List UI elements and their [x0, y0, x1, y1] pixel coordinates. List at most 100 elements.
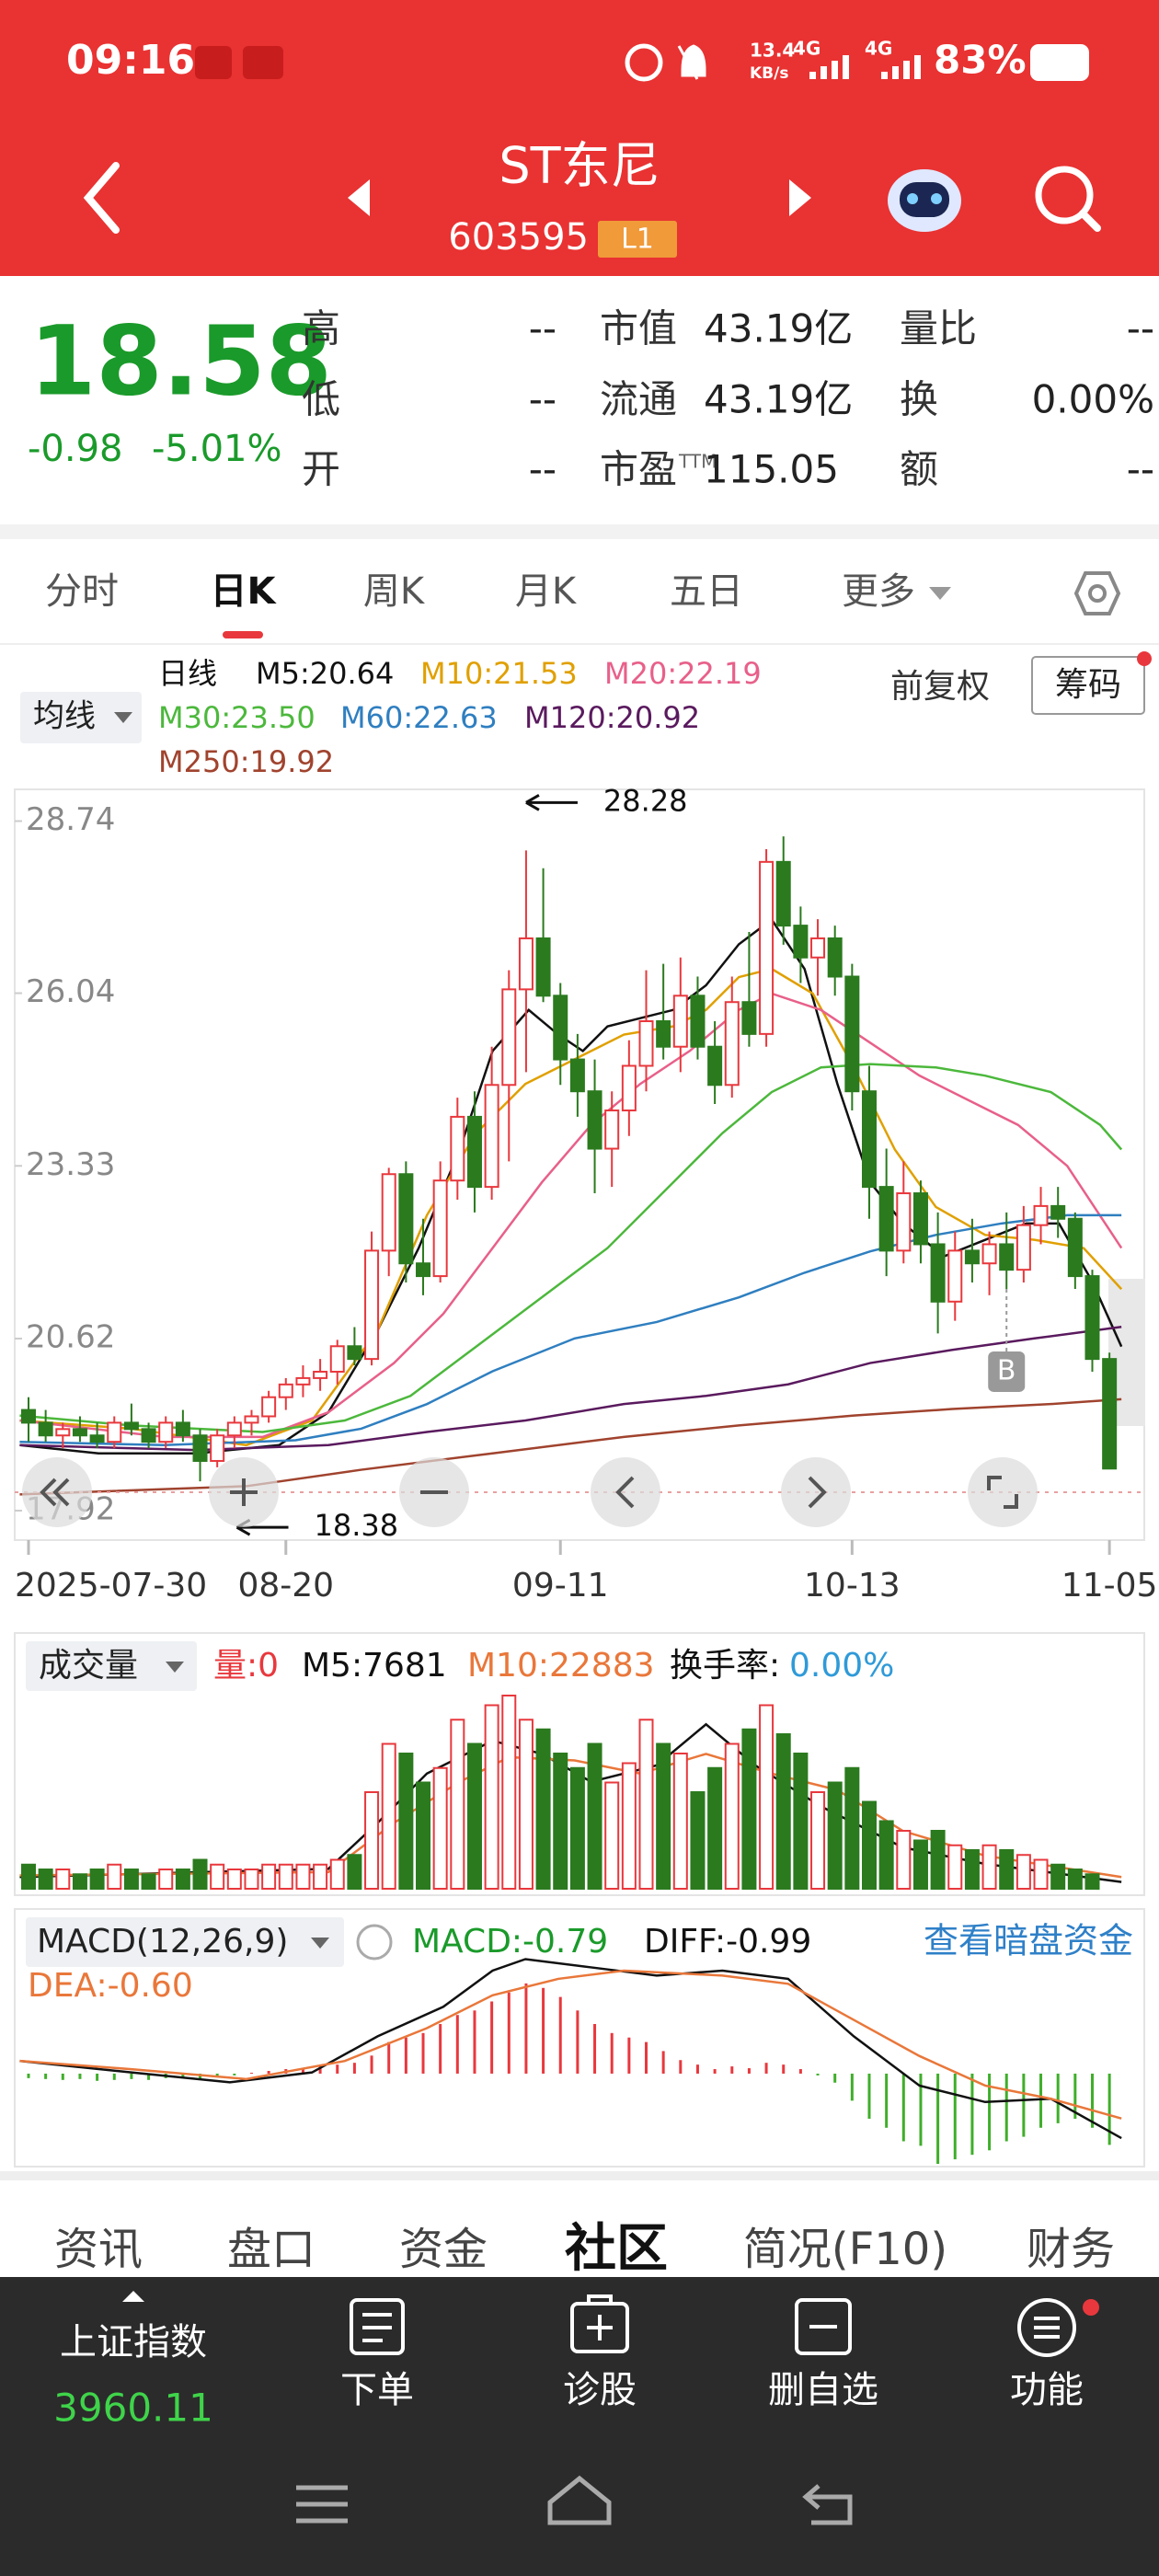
ma-mode-button[interactable] — [20, 692, 142, 743]
field-label: 市盈 — [600, 447, 677, 492]
field-label: 低 — [302, 377, 340, 422]
volume-bar — [89, 1869, 105, 1890]
candle-body — [878, 1186, 894, 1252]
info-tab[interactable]: 资讯 — [54, 2224, 143, 2275]
candle-body — [810, 937, 826, 959]
nav-button[interactable]: 功能 — [1010, 2369, 1084, 2411]
macd-bar — [524, 1983, 528, 2074]
ma-mode: 均线 — [33, 698, 96, 735]
volume-selector[interactable] — [26, 1641, 197, 1691]
candle-body — [72, 1428, 87, 1437]
help-icon[interactable] — [356, 1924, 393, 1961]
macd-bar — [1022, 2073, 1026, 2137]
volume-bar — [72, 1873, 87, 1890]
macd-bar — [816, 2073, 820, 2076]
candle-body — [38, 1421, 53, 1437]
prev-stock[interactable] — [348, 179, 370, 216]
battery — [1030, 44, 1089, 81]
volume-bar — [416, 1781, 431, 1890]
candle-body — [484, 1084, 499, 1189]
macd-bar — [96, 2073, 99, 2081]
macd-bar — [919, 2073, 923, 2146]
next-stock[interactable] — [789, 179, 811, 216]
adjust[interactable]: 前复权 — [890, 668, 990, 706]
pan-right[interactable] — [781, 1457, 851, 1527]
back-button[interactable] — [83, 162, 120, 234]
tab[interactable]: 日K — [211, 570, 278, 613]
macd-bar — [901, 2073, 905, 2142]
volume-bar — [141, 1873, 156, 1890]
candle-body — [398, 1173, 414, 1265]
macd-bar — [576, 2010, 580, 2074]
back-key[interactable] — [802, 2484, 853, 2525]
settings-icon[interactable] — [1073, 571, 1121, 615]
x-tick-label: 08-20 — [237, 1567, 334, 1604]
net-speed: 13.4 — [750, 40, 795, 62]
volume-label: M5:7681 — [302, 1647, 447, 1685]
macd-bar — [181, 2073, 185, 2077]
candle-body — [175, 1421, 190, 1437]
volume-bar — [707, 1766, 723, 1890]
home-key[interactable] — [547, 2475, 612, 2525]
candle-body — [244, 1415, 259, 1424]
ma-label: M20:22.19 — [604, 656, 762, 691]
volume-bar — [912, 1839, 928, 1890]
tab[interactable]: 周K — [363, 570, 426, 613]
fullscreen[interactable] — [968, 1457, 1038, 1527]
macd-bar — [267, 2071, 270, 2074]
info-tab[interactable]: 资金 — [399, 2224, 488, 2275]
dark-pool-link[interactable]: 查看暗盘资金 — [924, 1921, 1133, 1961]
macd-bar — [988, 2073, 992, 2151]
chips-button[interactable] — [1031, 656, 1145, 715]
ma5-line — [19, 917, 1123, 1455]
candle-body — [1084, 1275, 1100, 1361]
tab[interactable]: 更多 — [842, 570, 915, 613]
info-tab[interactable]: 盘口 — [227, 2224, 316, 2275]
x-tick-label: 11-05 — [1061, 1567, 1158, 1604]
pan-left[interactable] — [591, 1457, 660, 1527]
index-name[interactable]: 上证指数 — [60, 2321, 207, 2363]
volume-bar — [278, 1863, 293, 1890]
macd-selector[interactable] — [26, 1917, 344, 1967]
macd-bar — [936, 2073, 940, 2164]
nav-button[interactable]: 删自选 — [768, 2369, 878, 2411]
more-arrow — [929, 587, 951, 600]
signal — [809, 55, 849, 79]
volume-bar — [329, 1858, 345, 1890]
field-label: 换 — [900, 377, 938, 422]
stock-name: ST东尼 — [499, 137, 660, 195]
field-value: -- — [529, 306, 557, 351]
candle-body — [981, 1243, 997, 1265]
macd-bar — [507, 1992, 511, 2074]
volume-bar — [450, 1719, 465, 1890]
tab[interactable]: 五日 — [670, 570, 743, 613]
candle-body — [930, 1243, 946, 1303]
field-label: 市值 — [600, 306, 677, 351]
volume-bar — [827, 1781, 843, 1890]
candle-body — [621, 1064, 637, 1111]
robot-icon[interactable] — [888, 169, 961, 232]
y-tick-label: 23.33 — [26, 1146, 115, 1183]
macd-bar — [885, 2073, 889, 2128]
candle-body — [381, 1173, 396, 1252]
nav-button[interactable]: 诊股 — [563, 2369, 637, 2411]
stock-code: 603595 — [448, 216, 589, 259]
tab[interactable]: 分时 — [45, 570, 119, 613]
volume-bar — [793, 1753, 809, 1890]
info-tab[interactable]: 财务 — [1027, 2224, 1115, 2275]
ma250-line — [19, 1397, 1122, 1496]
tab[interactable]: 月K — [515, 570, 578, 613]
nav-button[interactable]: 下单 — [340, 2369, 414, 2411]
ma-label: M120:20.92 — [524, 700, 700, 735]
menu-key[interactable] — [296, 2485, 348, 2524]
volume-bar — [466, 1742, 482, 1890]
field-value: -- — [529, 447, 557, 492]
search-button[interactable] — [1035, 166, 1101, 232]
info-tab[interactable]: 社区 — [565, 2219, 668, 2279]
info-tab[interactable]: 简况(F10) — [743, 2224, 947, 2275]
macd-bar — [473, 2010, 476, 2074]
level-badge — [598, 221, 677, 258]
signal — [881, 55, 921, 79]
candle-body — [775, 860, 791, 927]
macd-bar — [78, 2073, 82, 2079]
